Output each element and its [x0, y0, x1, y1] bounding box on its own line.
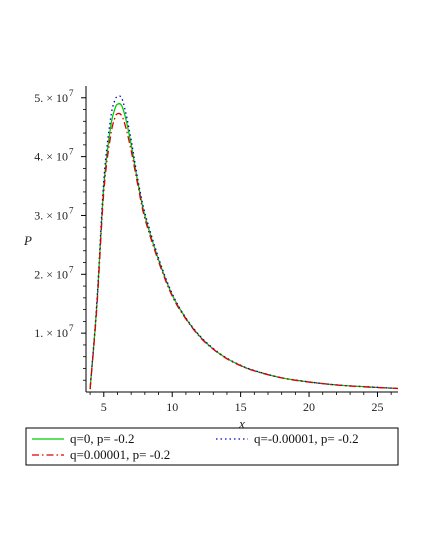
y-tick-exponent: 7 — [69, 264, 74, 274]
y-tick-label: 1. × 10 — [34, 326, 68, 340]
series-line-3 — [89, 112, 399, 390]
series-line-2 — [89, 95, 399, 390]
y-tick-exponent: 7 — [69, 323, 74, 333]
series-line-1 — [89, 103, 399, 390]
axes — [85, 86, 398, 393]
x-ticks: 5 10 15 20 25 — [89, 392, 392, 414]
legend-label-1: q=0, p= -0.2 — [70, 431, 135, 446]
legend-label-2: q=-0.00001, p= -0.2 — [254, 431, 359, 446]
y-tick-label: 4. × 10 — [34, 150, 68, 164]
y-ticks: 1. × 10 72. × 10 73. × 10 74. × 10 75. × 10 7 — [34, 88, 86, 381]
y-axis-label: P — [23, 233, 32, 248]
x-tick-label: 15 — [235, 400, 247, 414]
legend-label-3: q=0.00001, p= -0.2 — [70, 447, 170, 462]
y-tick-label: 3. × 10 — [34, 208, 68, 222]
x-tick-label: 25 — [371, 400, 383, 414]
y-tick-label: 5. × 10 — [34, 91, 68, 105]
x-tick-label: 20 — [303, 400, 315, 414]
legend-box — [25, 427, 399, 466]
y-tick-exponent: 7 — [69, 147, 74, 157]
legend: q=0, p= -0.2 q=-0.00001, p= -0.2 q=0.00001… — [25, 427, 399, 466]
y-tick-exponent: 7 — [69, 205, 74, 215]
y-tick-label: 2. × 10 — [34, 267, 68, 281]
x-tick-label: 5 — [101, 400, 107, 414]
series-group — [89, 95, 399, 390]
y-tick-exponent: 7 — [69, 88, 74, 98]
x-axis-label: x — [238, 416, 245, 431]
x-tick-label: 10 — [166, 400, 178, 414]
